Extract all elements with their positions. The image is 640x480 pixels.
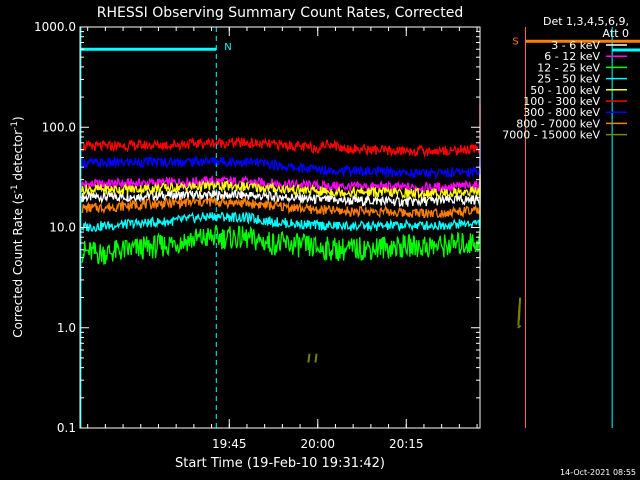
legend-label: 6 - 12 keV bbox=[544, 50, 600, 63]
x-tick-label: 20:00 bbox=[300, 437, 335, 451]
y-axis-label-main: Corrected Count Rate (s bbox=[11, 193, 25, 337]
y-tick-label: 100.0 bbox=[42, 120, 76, 134]
series-line-8 bbox=[517, 297, 522, 320]
legend-label: 3 - 6 keV bbox=[551, 39, 600, 52]
y-axis-label-end: ) bbox=[11, 116, 25, 121]
legend-label: 12 - 25 keV bbox=[537, 61, 600, 74]
chart-title: RHESSI Observing Summary Count Rates, Co… bbox=[97, 5, 463, 21]
status-label-s: S bbox=[512, 36, 518, 47]
y-tick-label: 10.0 bbox=[49, 221, 76, 235]
y-axis-label: Corrected Count Rate (s-1 detector-1) bbox=[10, 116, 25, 337]
series-line-8 bbox=[517, 324, 522, 329]
status-label-n: N bbox=[224, 42, 231, 53]
footer-timestamp: 14-Oct-2021 08:55 bbox=[560, 468, 636, 477]
series-line-8 bbox=[314, 353, 318, 363]
detector-label: Det 1,3,4,5,6,9, bbox=[543, 15, 629, 28]
legend-label: 800 - 7000 keV bbox=[516, 117, 600, 130]
legend-label: 50 - 100 keV bbox=[530, 84, 600, 97]
plot-area: N S 19:45 20:00 20:15 0.1 1.0 10.0 100.0 1000.0 bbox=[34, 20, 640, 451]
legend-label: 100 - 300 keV bbox=[523, 95, 600, 108]
y-axis-label-sup: -1 bbox=[10, 184, 20, 193]
legend-label: 7000 - 15000 keV bbox=[502, 129, 600, 142]
y-axis-label-mid: detector bbox=[11, 130, 25, 185]
series-line-8 bbox=[307, 353, 311, 363]
y-tick-label: 0.1 bbox=[57, 421, 76, 435]
attenuator-label: Att 0 bbox=[603, 27, 629, 40]
series-line-5 bbox=[81, 103, 481, 159]
x-axis-label: Start Time (19-Feb-10 19:31:42) bbox=[175, 456, 385, 471]
x-tick-label: 20:15 bbox=[389, 437, 424, 451]
legend-label: 300 - 800 keV bbox=[523, 106, 600, 119]
x-tick-label: 19:45 bbox=[212, 437, 247, 451]
plot-frame bbox=[79, 26, 481, 429]
y-tick-label: 1000.0 bbox=[34, 20, 76, 34]
legend-label: 25 - 50 keV bbox=[537, 73, 600, 86]
y-tick-label: 1.0 bbox=[57, 321, 76, 335]
y-axis-label-sup2: -1 bbox=[10, 121, 20, 130]
